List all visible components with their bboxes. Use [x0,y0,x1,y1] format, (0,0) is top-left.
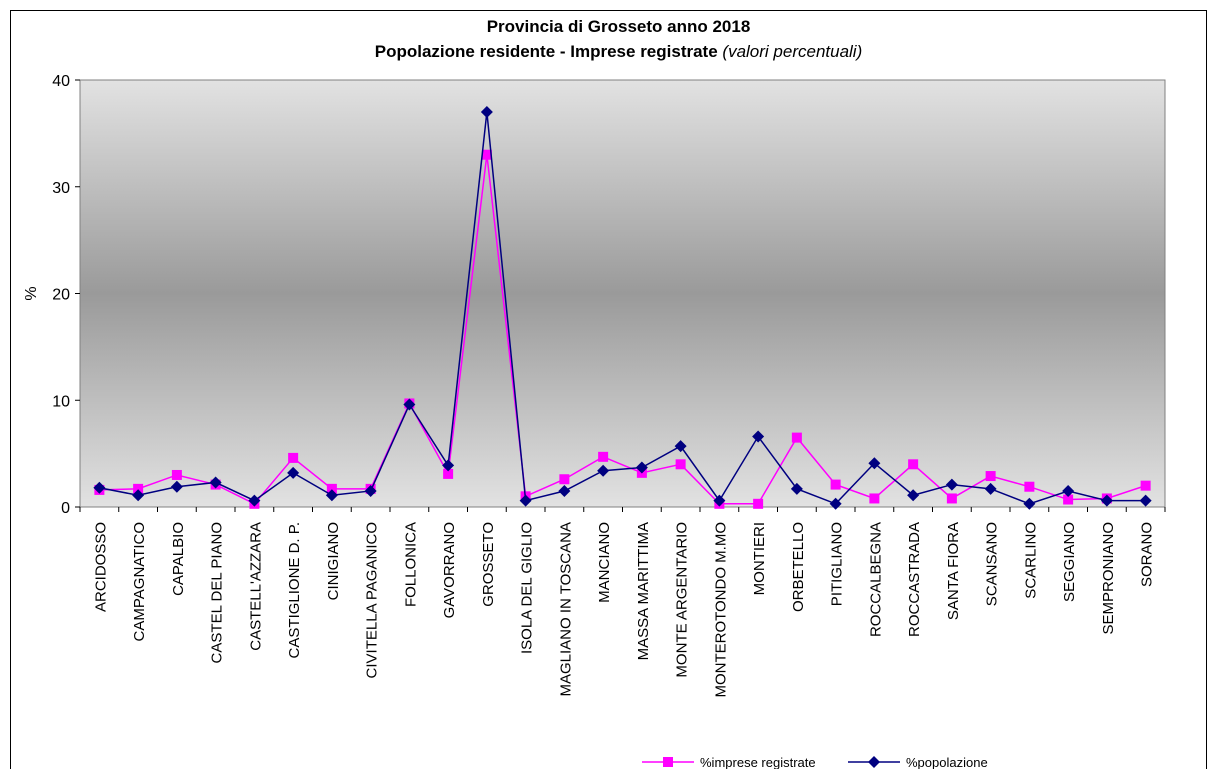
data-point [907,489,920,502]
data-point [945,478,958,491]
data-point [1024,481,1035,492]
data-point [791,432,802,443]
data-point [248,494,261,507]
axes: 0 10 20 30 40% ARCIDOSSO CAMPAGNATICO CAPALBIO C… [23,73,1166,698]
data-point [559,474,570,485]
x-tick-label: SORANO [1139,522,1156,587]
y-tick-label: 40 [52,73,70,90]
series-1 [93,106,1152,510]
legend-label: %popolazione [906,755,988,769]
data-point [829,497,842,510]
x-tick-label: SEGGIANO [1061,522,1078,602]
y-tick-label: 10 [52,393,70,410]
x-tick-label: MASSA MARITTIMA [635,522,652,660]
x-tick-label: CASTELL'AZZARA [247,522,264,651]
x-tick-label: ISOLA DEL GIGLIO [519,522,536,654]
data-point [1062,484,1075,497]
chart-subtitle: Popolazione residente - Imprese registra… [0,42,1215,62]
x-tick-label: ARCIDOSSO [92,522,109,612]
data-point [287,466,300,479]
plot-area [79,79,1166,508]
data-point [1063,494,1074,505]
data-point [132,489,145,502]
data-point [946,493,957,504]
x-tick-label: FOLLONICA [402,522,419,607]
x-tick-label: ROCCALBEGNA [867,522,884,637]
chart-title: Provincia di Grosseto anno 2018 [486,17,751,36]
data-point [713,494,726,507]
data-point [93,481,106,494]
data-point [209,476,222,489]
data-point [481,149,492,160]
legend-item: %popolazione [848,755,988,769]
x-tick-label: MONTEROTONDO M.MO [712,522,729,698]
data-point [325,489,338,502]
y-tick-label: 30 [52,180,70,197]
y-tick-label: 0 [61,500,70,517]
data-point [326,483,337,494]
x-tick-label: CASTEL DEL PIANO [209,522,226,663]
x-tick-label: SEMPRONIANO [1100,522,1117,635]
data-point [558,484,571,497]
x-tick-label: CAPALBIO [170,522,187,596]
data-point [598,451,609,462]
legend-marker [663,757,673,767]
x-tick-label: CAMPAGNATICO [131,522,148,641]
data-point [288,452,299,463]
x-tick-label: MONTE ARGENTARIO [674,522,691,678]
x-tick-label: MONTIERI [751,522,768,595]
chart-subtitle-italic: (valori percentuali) [722,42,863,61]
data-point [908,459,919,470]
data-point [442,459,455,472]
data-point [480,106,493,119]
x-tick-label: GROSSETO [480,522,497,607]
y-axis-label: % [23,286,40,300]
data-point [790,482,803,495]
data-point [133,483,144,494]
data-point [443,468,454,479]
x-tick-label: SANTA FIORA [945,522,962,620]
data-point [519,494,532,507]
x-tick-label: CINIGIANO [325,522,342,600]
data-point [1023,497,1036,510]
data-point [752,430,765,443]
x-tick-label: GAVORRANO [441,522,458,618]
x-tick-label: ORBETELLO [790,522,807,612]
data-point [869,493,880,504]
data-point [403,398,416,411]
legend-marker [868,756,880,768]
x-tick-label: MAGLIANO IN TOSCANA [557,522,574,697]
x-tick-label: CASTIGLIONE D. P. [286,522,303,658]
y-tick-label: 20 [52,287,70,304]
data-point [868,457,881,470]
data-point [984,482,997,495]
data-point [675,459,686,470]
legend-item: %imprese registrate [642,755,816,769]
legend-label: %imprese registrate [700,755,816,769]
data-point [364,484,377,497]
x-tick-label: CIVITELLA PAGANICO [364,522,381,678]
legend: %imprese registrate %popolazione [642,755,988,769]
data-point [985,471,996,482]
data-point [597,464,610,477]
x-tick-label: SCANSANO [984,522,1001,606]
chart-subtitle-main: Popolazione residente - Imprese registra… [374,42,723,61]
data-point [171,469,182,480]
data-point [830,479,841,490]
data-point [1139,494,1152,507]
x-tick-label: PITIGLIANO [829,522,846,606]
x-tick-label: MANCIANO [596,522,613,603]
series-line [99,111,1146,505]
x-tick-label: ROCCASTRADA [906,522,923,637]
data-point [635,461,648,474]
data-point [1100,494,1113,507]
series-layer [93,106,1152,510]
x-tick-label: SCARLINO [1022,522,1039,599]
data-point [674,440,687,453]
data-point [753,498,764,509]
data-point [1140,480,1151,491]
data-point [170,480,183,493]
